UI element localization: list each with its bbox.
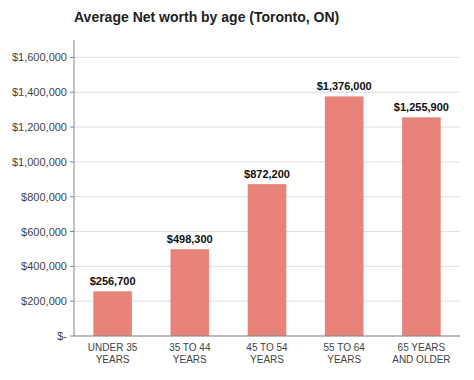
y-tick-label: $- [57,330,67,342]
bar [171,249,210,336]
y-tick [70,127,74,128]
x-tick-label: 65 YEARSAND OLDER [392,342,450,365]
x-tick-label: 35 TO 44YEARS [169,342,211,365]
y-tick [70,301,74,302]
x-tick-label: UNDER 35YEARS [88,342,138,365]
bar [402,117,441,336]
y-tick [70,161,74,162]
y-tick [70,92,74,93]
grid [74,57,460,336]
data-label: $256,700 [90,275,136,287]
x-tick-label: 55 TO 64YEARS [324,342,366,365]
y-tick-label: $400,000 [21,260,67,272]
x-tick-label-line: 55 TO 64 [324,342,366,353]
data-label: $1,376,000 [317,80,372,92]
chart-svg: Average Net worth by age (Toronto, ON) $-… [0,0,474,380]
x-tick-label-line: YEARS [250,354,284,365]
y-tick-label: $1,000,000 [12,156,67,168]
y-tick-label: $800,000 [21,191,67,203]
y-tick [70,266,74,267]
y-tick [70,231,74,232]
grid-line [74,92,460,93]
bar [93,291,132,336]
data-label: $872,200 [244,168,290,180]
y-tick [70,57,74,58]
grid-line [74,57,460,58]
x-tick-label-line: YEARS [327,354,361,365]
y-tick [70,196,74,197]
bar [325,96,364,336]
y-tick-label: $1,600,000 [12,51,67,63]
x-tick-label-line: 35 TO 44 [169,342,211,353]
y-tick-label: $600,000 [21,226,67,238]
x-tick-label-line: YEARS [173,354,207,365]
x-tick-label-line: YEARS [96,354,130,365]
x-tick-label-line: 65 YEARS [398,342,446,353]
bars [93,96,440,336]
y-tick-label: $1,400,000 [12,86,67,98]
bar [248,184,287,336]
x-tick-label-line: 45 TO 54 [246,342,288,353]
x-tick-label-line: UNDER 35 [88,342,138,353]
x-tick-label: 45 TO 54YEARS [246,342,288,365]
x-axis-line [74,336,460,337]
y-tick-label: $200,000 [21,295,67,307]
y-tick-label: $1,200,000 [12,121,67,133]
y-axis-line [74,40,75,336]
y-tick [70,336,74,337]
chart-container: Average Net worth by age (Toronto, ON) $-… [0,0,474,380]
x-tick-label-line: AND OLDER [392,354,450,365]
data-label: $1,255,900 [394,101,449,113]
data-label: $498,300 [167,233,213,245]
grid-line [74,336,460,337]
title: Average Net worth by age (Toronto, ON) [74,9,339,25]
